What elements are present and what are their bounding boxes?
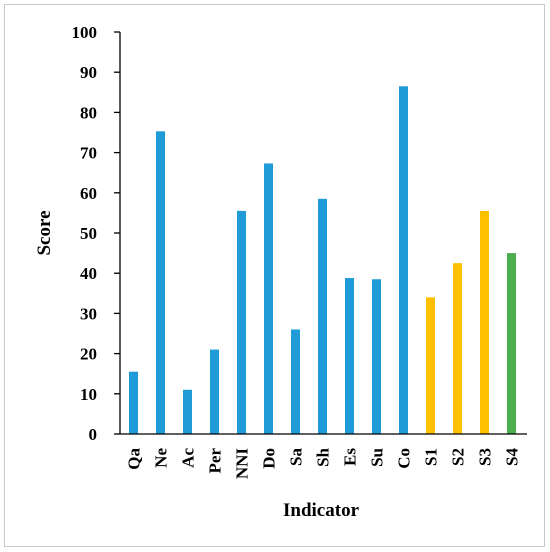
y-tick-label: 30 <box>80 304 97 323</box>
y-tick-label: 80 <box>80 103 97 122</box>
bar-sa <box>291 329 300 434</box>
x-tick-label-do: Do <box>260 448 279 469</box>
x-axis: Qa Ne Ac Per NNI Do Sa Sh Es Su Co S1 S2 S3 S4 <box>120 433 527 480</box>
bar-do <box>264 163 273 434</box>
bar-sh <box>318 198 327 434</box>
x-tick-label-s2: S2 <box>449 448 468 466</box>
y-axis: 0 10 20 30 40 50 60 70 80 90 100 <box>72 23 121 444</box>
bar-ne <box>156 131 165 435</box>
bar-qa <box>129 371 138 434</box>
bar-su <box>372 279 381 434</box>
x-tick-label-per: Per <box>206 448 225 474</box>
x-axis-title: Indicator <box>283 500 360 521</box>
bar-nni <box>237 210 246 434</box>
y-tick-label: 70 <box>80 144 97 163</box>
y-tick-label: 90 <box>80 63 97 82</box>
y-tick-label: 10 <box>80 385 97 404</box>
bar-per <box>210 349 219 434</box>
x-tick-label-ac: Ac <box>179 448 198 468</box>
y-tick-label: 40 <box>80 264 97 283</box>
x-tick-label-nni: NNI <box>233 448 252 480</box>
y-tick-label: 20 <box>80 345 97 364</box>
bar-s3 <box>480 210 489 434</box>
x-tick-label-su: Su <box>368 448 387 467</box>
x-tick-label-s1: S1 <box>422 448 441 466</box>
x-tick-label-ne: Ne <box>152 448 171 468</box>
bar-ac <box>183 389 192 434</box>
x-tick-label-qa: Qa <box>125 448 144 470</box>
x-tick-label-s4: S4 <box>503 448 522 466</box>
bar-s2 <box>453 263 462 434</box>
y-tick-label: 50 <box>80 224 97 243</box>
x-tick-label-sa: Sa <box>287 448 306 466</box>
y-tick-label: 100 <box>72 23 98 42</box>
y-tick-label: 0 <box>89 425 98 444</box>
bars-layer <box>129 86 516 435</box>
y-tick-label: 60 <box>80 184 97 203</box>
x-tick-label-s3: S3 <box>476 448 495 466</box>
x-tick-label-sh: Sh <box>314 447 333 466</box>
bar-co <box>399 86 408 435</box>
y-axis-title: Score <box>34 210 55 255</box>
bar-s4 <box>507 253 516 434</box>
x-tick-label-es: Es <box>341 448 360 466</box>
bar-es <box>345 278 354 434</box>
bar-s1 <box>426 297 435 434</box>
x-tick-label-co: Co <box>395 448 414 469</box>
